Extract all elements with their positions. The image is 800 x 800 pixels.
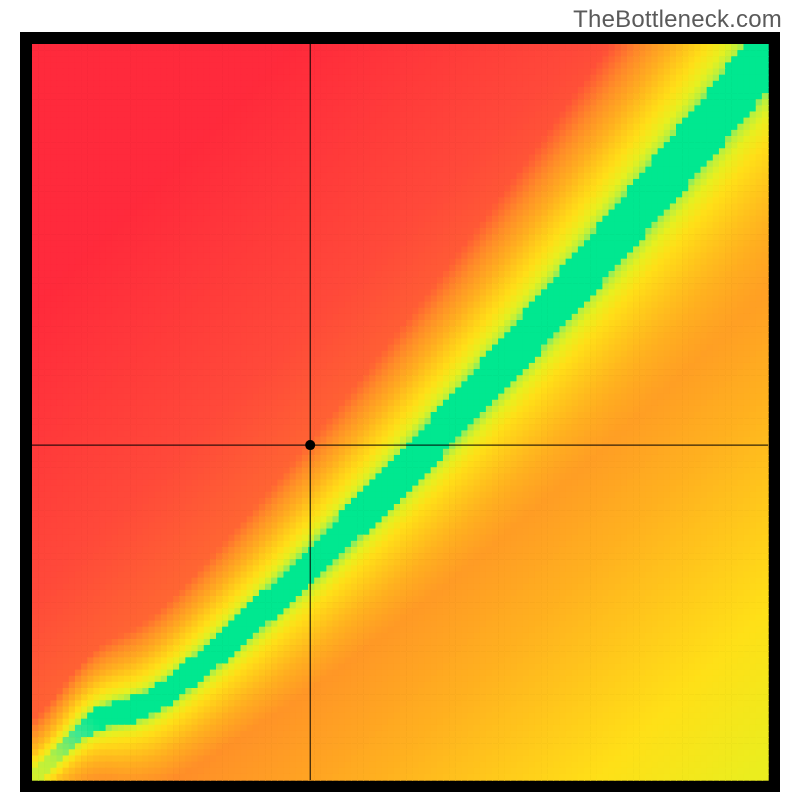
watermark-text: TheBottleneck.com	[573, 6, 782, 34]
heatmap-canvas	[20, 32, 780, 792]
chart-container: TheBottleneck.com	[0, 0, 800, 800]
chart-frame	[20, 32, 780, 792]
